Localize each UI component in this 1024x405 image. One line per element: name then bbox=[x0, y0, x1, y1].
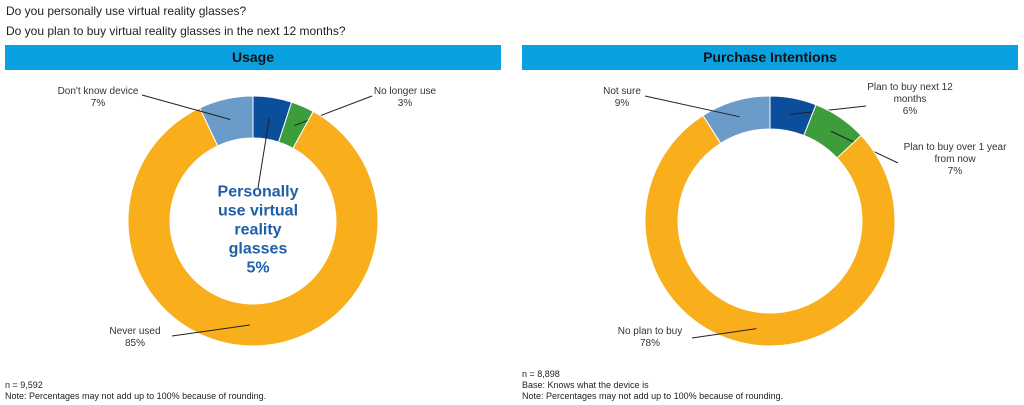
value-label: 7% bbox=[90, 98, 106, 109]
value-label: 6% bbox=[902, 106, 918, 117]
data-label: Plan to buy next 12 months 6% bbox=[865, 82, 955, 118]
value-label: 78% bbox=[639, 338, 660, 349]
leader-line bbox=[257, 118, 270, 189]
note: n = 8,898 bbox=[522, 369, 560, 379]
value-label: 3% bbox=[397, 98, 413, 109]
leader-line bbox=[691, 328, 757, 339]
data-label: No plan to buy 78% bbox=[605, 326, 695, 350]
data-label: Don't know device 7% bbox=[48, 86, 148, 110]
leader-line bbox=[294, 95, 373, 127]
leader-line bbox=[141, 94, 231, 120]
category-label: Plan to buy over 1 year from now bbox=[903, 142, 1007, 165]
category-label: No plan to buy bbox=[617, 326, 683, 337]
leader-line bbox=[644, 95, 740, 118]
value-label: 5% bbox=[246, 259, 270, 277]
footnotes: n = 8,898 Base: Knows what the device is N… bbox=[522, 369, 783, 402]
question: Do you personally use virtual reality gl… bbox=[6, 4, 247, 18]
donut-segment bbox=[702, 95, 771, 145]
data-label: Personally use virtual reality glasses 5% bbox=[203, 183, 313, 278]
donut-segment bbox=[199, 95, 254, 147]
category-label: Personally use virtual reality glasses bbox=[217, 183, 299, 258]
data-label: Never used 85% bbox=[95, 326, 175, 350]
note: Base: Knows what the device is bbox=[522, 380, 649, 390]
value-label: 7% bbox=[947, 166, 963, 177]
value-label: 9% bbox=[614, 98, 630, 109]
chart-title: Usage bbox=[5, 45, 501, 70]
category-label: Never used bbox=[109, 326, 161, 337]
question: Do you plan to buy virtual reality glass… bbox=[6, 24, 346, 38]
data-label: Plan to buy over 1 year from now 7% bbox=[898, 142, 1013, 178]
leader-line bbox=[171, 324, 250, 337]
note: n = 9,592 bbox=[5, 380, 43, 390]
category-label: Plan to buy next 12 months bbox=[867, 82, 953, 105]
donut-segment bbox=[127, 107, 379, 347]
category-label: Not sure bbox=[603, 86, 641, 97]
chart-title: Purchase Intentions bbox=[522, 45, 1018, 70]
footnotes: n = 9,592 Note: Percentages may not add u… bbox=[5, 380, 266, 402]
value-label: 85% bbox=[124, 338, 145, 349]
data-label: Not sure 9% bbox=[592, 86, 652, 110]
donut-segment bbox=[644, 114, 896, 347]
data-label: No longer use 3% bbox=[360, 86, 450, 110]
category-label: Don't know device bbox=[57, 86, 139, 97]
note: Note: Percentages may not add up to 100%… bbox=[5, 391, 267, 401]
note: Note: Percentages may not add up to 100%… bbox=[522, 391, 784, 401]
category-label: No longer use bbox=[373, 86, 437, 97]
